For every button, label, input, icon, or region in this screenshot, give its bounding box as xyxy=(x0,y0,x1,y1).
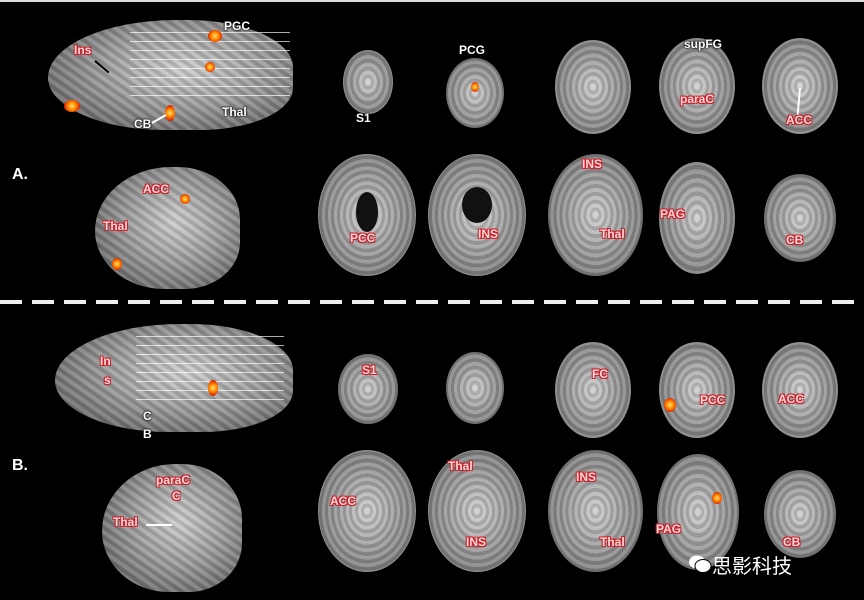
axial-slice-a1-1 xyxy=(343,50,393,114)
panel-divider xyxy=(0,300,864,304)
label-thal: Thal xyxy=(113,515,138,529)
label-c: C xyxy=(143,409,152,423)
label-cb: CB xyxy=(783,535,801,549)
axial-slice-a2-3 xyxy=(548,154,643,276)
activation-blob xyxy=(208,30,222,42)
label-parac: paraC xyxy=(156,473,191,487)
activation-blob xyxy=(112,258,122,270)
axial-slice-a2-4 xyxy=(659,162,735,274)
label-pag: PAG xyxy=(656,522,682,536)
label-ins: Ins xyxy=(74,43,92,57)
axial-slice-b1-3 xyxy=(555,342,631,438)
axial-slice-a1-3 xyxy=(555,40,631,134)
activation-blob xyxy=(712,492,722,504)
label-ins: INS xyxy=(576,470,597,484)
label-cb: CB xyxy=(134,117,152,131)
label-fc: FC xyxy=(592,367,608,381)
label-acc: ACC xyxy=(143,182,169,196)
ventricle xyxy=(356,192,378,232)
label-pcc: PCC xyxy=(350,231,376,245)
activation-blob xyxy=(208,380,218,396)
label-pcc: PCC xyxy=(700,393,726,407)
axial-slice-a1-5 xyxy=(762,38,838,134)
activation-blob xyxy=(64,100,80,112)
label-pag: PAG xyxy=(660,207,686,221)
label-pgc: PGC xyxy=(224,19,251,33)
watermark: 思影科技 xyxy=(712,554,792,578)
axial-slice-b1-2 xyxy=(446,352,504,424)
axial-slice-b2-1 xyxy=(318,450,416,572)
label-pcg: PCG xyxy=(459,43,486,57)
label-s1: S1 xyxy=(362,363,377,377)
label-c: C xyxy=(172,489,181,503)
wechat-icon xyxy=(689,555,712,573)
ventricle xyxy=(462,187,492,223)
label-acc: ACC xyxy=(330,494,356,508)
label-thal: Thal xyxy=(222,105,247,119)
axial-slice-a1-4 xyxy=(659,38,735,134)
activation-blob xyxy=(471,82,479,92)
label-ins: INS xyxy=(582,157,603,171)
axial-slice-a2-5 xyxy=(764,174,836,262)
axial-slice-b2-4 xyxy=(657,454,739,570)
label-in: In xyxy=(100,354,111,368)
label-thal: Thal xyxy=(103,219,128,233)
label-thal: Thal xyxy=(448,459,473,473)
panel-label-a: A. xyxy=(12,166,28,183)
axial-slice-b1-1 xyxy=(338,354,398,424)
label-s: s xyxy=(104,373,111,387)
panel-label-b: B. xyxy=(12,457,28,474)
axial-slice-b1-5 xyxy=(762,342,838,438)
pointer-line xyxy=(146,524,172,526)
label-b: B xyxy=(143,427,152,441)
label-ins: INS xyxy=(466,535,487,549)
axial-slice-b2-3 xyxy=(548,450,643,572)
label-s1: S1 xyxy=(356,111,371,125)
axial-slice-b2-2 xyxy=(428,450,526,572)
activation-blob xyxy=(180,194,190,204)
axial-slice-a1-2 xyxy=(446,58,504,128)
activation-blob xyxy=(165,105,175,121)
activation-blob xyxy=(205,62,215,72)
label-acc: ACC xyxy=(786,113,812,127)
label-parac: paraC xyxy=(680,92,715,106)
activation-blob xyxy=(664,398,676,412)
label-thal: Thal xyxy=(600,535,625,549)
axial-slice-b1-4 xyxy=(659,342,735,438)
label-acc: ACC xyxy=(778,392,804,406)
axial-slice-b2-5 xyxy=(764,470,836,558)
label-ins: INS xyxy=(478,227,499,241)
label-cb: CB xyxy=(786,233,804,247)
label-supfg: supFG xyxy=(684,37,722,51)
sagittal-slice-b2 xyxy=(102,464,242,592)
label-thal: Thal xyxy=(600,227,625,241)
